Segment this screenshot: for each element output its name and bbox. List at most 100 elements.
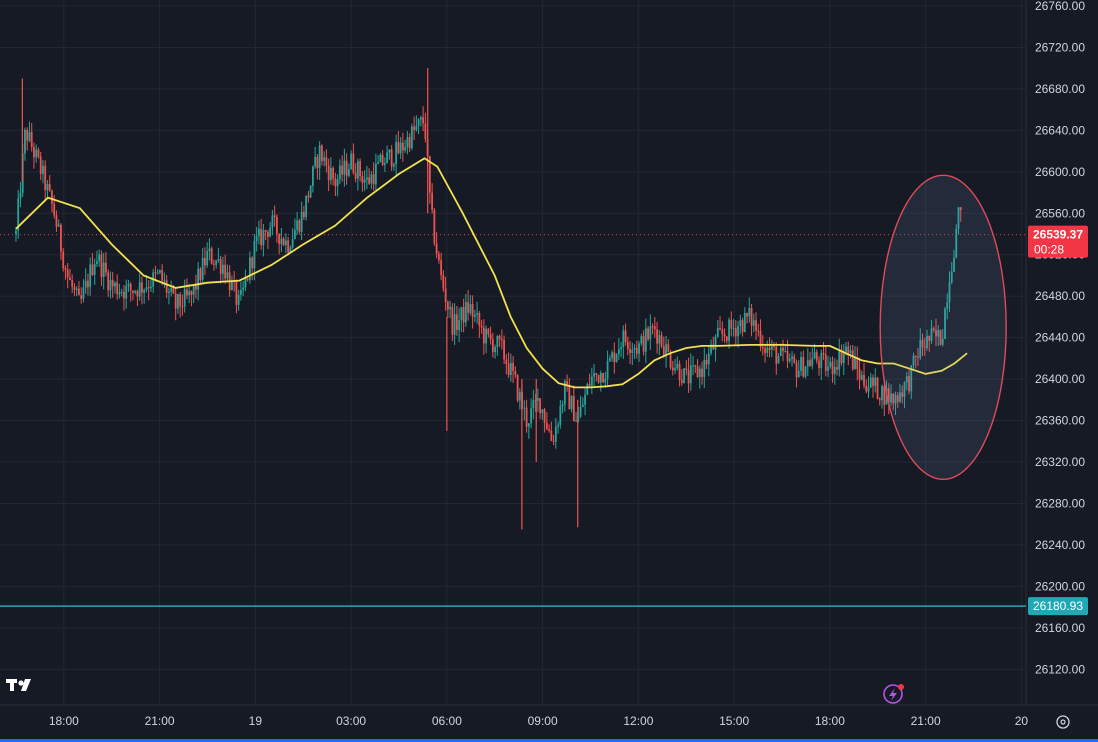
candle	[577, 406, 580, 423]
candle	[635, 340, 638, 359]
candle	[30, 122, 33, 152]
candle-body	[213, 263, 215, 265]
candle-body	[24, 129, 26, 154]
candle-body	[899, 392, 901, 402]
candle-body	[267, 231, 269, 237]
candle	[415, 115, 418, 132]
candle-body	[957, 207, 960, 229]
candle	[379, 152, 382, 163]
candle-body	[350, 153, 353, 170]
candle	[503, 335, 506, 365]
candle-body	[51, 190, 53, 204]
candle-body	[930, 328, 933, 341]
candle-body	[552, 440, 555, 442]
candle	[656, 321, 658, 354]
candle-body	[392, 164, 395, 167]
candle	[842, 343, 845, 376]
candle-body	[327, 165, 330, 181]
candle-body	[595, 373, 598, 375]
candle	[802, 350, 805, 378]
candle-body	[741, 320, 744, 332]
candle-body	[766, 347, 769, 353]
candle	[487, 327, 490, 338]
candle-body	[264, 230, 267, 232]
candle	[302, 205, 305, 220]
candle-body	[302, 211, 305, 218]
candle-body	[433, 209, 436, 244]
candle-body	[473, 314, 476, 317]
candle-body	[626, 342, 629, 350]
candle	[383, 157, 386, 172]
candle	[293, 218, 296, 240]
candle-body	[269, 227, 272, 237]
candle-body	[437, 253, 440, 261]
candle	[370, 171, 373, 190]
candle-body	[179, 294, 182, 307]
candle-body	[822, 353, 825, 355]
candle	[444, 276, 447, 311]
candle-body	[365, 177, 368, 180]
candle-body	[836, 367, 838, 370]
candle	[449, 300, 452, 319]
candle	[320, 144, 323, 166]
candle	[159, 269, 161, 275]
candle-body	[937, 330, 940, 337]
highlight-ellipse	[879, 174, 1007, 480]
candle	[937, 325, 940, 347]
candle-body	[793, 356, 796, 363]
candle-body	[307, 195, 310, 198]
candle	[231, 275, 233, 291]
candle-body	[345, 160, 348, 176]
candle-body	[485, 328, 488, 344]
candle	[633, 344, 636, 360]
candle	[401, 132, 404, 162]
candle	[617, 338, 620, 361]
candle	[941, 329, 944, 347]
candle-body	[199, 268, 202, 280]
candle	[462, 298, 465, 333]
candle-body	[770, 345, 773, 350]
tradingview-logo	[6, 679, 31, 691]
candle	[93, 258, 96, 285]
candle-body	[446, 301, 449, 310]
candle	[345, 153, 348, 185]
logo-dot	[18, 680, 24, 686]
candle	[145, 275, 148, 293]
candle	[298, 218, 301, 235]
candle-body	[186, 289, 188, 296]
candle	[896, 391, 899, 409]
candle-body	[271, 215, 274, 228]
chart-overlays	[6, 679, 1070, 729]
candle	[701, 361, 703, 385]
candle	[419, 115, 422, 127]
candle-body	[611, 352, 613, 359]
candle	[442, 269, 445, 292]
candle	[775, 342, 778, 375]
candle-body	[183, 289, 186, 307]
candle-body	[563, 381, 566, 405]
highlight-ellipse-shape	[879, 174, 1007, 480]
candle-body	[649, 326, 652, 340]
candle-body	[660, 335, 663, 347]
candle-body	[707, 353, 710, 365]
candle	[829, 357, 832, 369]
candle-body	[156, 272, 159, 274]
candle-body	[60, 224, 62, 252]
candle-body	[577, 416, 580, 421]
time-axis[interactable]: 18:00 21:00 19 03:00 06:00 09:00 12:00 15:00 18:…	[49, 714, 1029, 728]
candle-body	[908, 376, 910, 392]
candle	[24, 127, 26, 161]
candle-body	[896, 395, 899, 402]
candle	[208, 238, 211, 261]
candle	[314, 146, 317, 169]
candle-body	[696, 366, 699, 377]
candle	[710, 339, 712, 356]
candle-body	[761, 346, 764, 349]
candle	[224, 254, 227, 284]
candle	[505, 354, 508, 375]
candle	[739, 314, 742, 335]
price-axis[interactable]: 26760.00 26720.00 26680.00 26640.00 26600.00…	[1028, 0, 1088, 676]
logo-stem	[10, 679, 14, 691]
